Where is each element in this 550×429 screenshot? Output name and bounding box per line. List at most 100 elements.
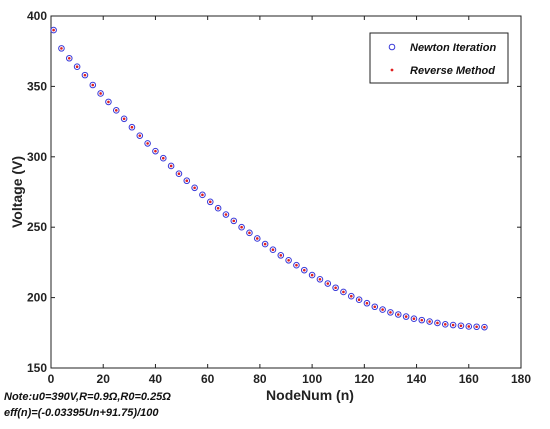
reverse-point <box>381 308 384 311</box>
newton-point <box>136 132 144 139</box>
newton-point <box>402 313 410 320</box>
reverse-point <box>99 92 102 95</box>
reverse-point <box>67 56 71 60</box>
newton-point <box>199 191 206 199</box>
legend-label-reverse: Reverse Method <box>410 65 495 77</box>
newton-point <box>481 323 488 331</box>
reverse-point <box>318 277 322 281</box>
note-line-1: Note:u0=390V,R=0.9Ω,R0=0.25Ω <box>4 391 171 403</box>
newton-point <box>387 309 394 316</box>
newton-point <box>410 315 418 323</box>
reverse-point <box>122 117 126 121</box>
y-tick-label: 200 <box>27 291 47 305</box>
newton-point <box>285 256 292 264</box>
newton-point <box>277 252 285 259</box>
reverse-point <box>146 142 149 145</box>
reverse-point <box>451 323 455 327</box>
reverse-point <box>91 83 95 87</box>
reverse-point <box>467 325 471 328</box>
reverse-point <box>302 268 306 272</box>
newton-point <box>246 229 253 237</box>
y-tick-label: 400 <box>27 9 47 23</box>
reverse-point <box>185 179 189 183</box>
y-tick-label: 250 <box>27 220 47 234</box>
reverse-point <box>287 258 290 262</box>
x-axis-label: NodeNum (n) <box>266 387 354 403</box>
reverse-point <box>161 156 165 160</box>
reverse-point <box>208 200 212 204</box>
newton-point <box>58 45 65 52</box>
x-tick-label: 140 <box>407 372 427 386</box>
reverse-point <box>310 273 314 277</box>
axis-ticks <box>50 15 522 369</box>
note-line-2: eff(n)=(-0.03395Un+91.75)/100 <box>4 407 159 419</box>
data-points <box>50 26 488 331</box>
newton-point <box>112 107 120 114</box>
x-tick-label: 60 <box>201 372 215 386</box>
newton-point <box>144 140 151 147</box>
x-tick-label: 80 <box>253 372 267 386</box>
newton-point <box>65 54 73 62</box>
reverse-point <box>107 100 110 104</box>
reverse-point <box>483 325 486 329</box>
reverse-point <box>349 294 353 298</box>
reverse-point <box>365 301 369 305</box>
newton-point <box>191 184 198 192</box>
reverse-point <box>60 47 63 50</box>
reverse-point <box>154 149 157 153</box>
x-tick-label: 160 <box>459 372 479 386</box>
reverse-point <box>201 193 204 197</box>
reverse-point <box>75 65 79 68</box>
newton-point <box>426 318 433 325</box>
newton-point <box>159 154 167 162</box>
newton-point <box>261 240 269 248</box>
legend: Newton Iteration Reverse Method <box>369 32 509 84</box>
tick-labels: 0 20 40 60 80 100 120 140 160 180 150 200 250 300 350 4… <box>27 9 531 386</box>
newton-point <box>293 261 300 269</box>
reverse-point <box>130 125 134 129</box>
reverse-point <box>389 311 392 314</box>
reverse-point <box>373 305 377 309</box>
newton-point <box>230 217 238 225</box>
newton-point <box>89 81 97 89</box>
reverse-point <box>52 28 55 32</box>
newton-point <box>97 90 104 97</box>
newton-point <box>379 306 386 313</box>
reverse-point <box>443 323 447 326</box>
newton-point <box>238 223 245 231</box>
newton-point <box>363 299 371 307</box>
legend-label-newton: Newton Iteration <box>410 42 496 54</box>
newton-point <box>394 311 402 318</box>
reverse-point <box>420 318 424 322</box>
legend-box <box>369 32 509 84</box>
newton-point <box>81 71 89 79</box>
y-axis-label: Voltage (V) <box>9 156 25 228</box>
newton-point <box>105 98 112 106</box>
reverse-point <box>334 286 337 290</box>
y-tick-label: 300 <box>27 150 47 164</box>
y-tick-label: 150 <box>27 361 47 375</box>
x-tick-label: 120 <box>354 372 374 386</box>
newton-point <box>206 198 214 206</box>
reverse-point <box>138 134 142 137</box>
legend-marker-newton <box>388 43 396 51</box>
x-tick-label: 0 <box>48 372 55 386</box>
newton-point <box>269 246 277 254</box>
newton-point <box>167 162 175 170</box>
x-tick-label: 20 <box>97 372 111 386</box>
newton-point <box>128 123 136 131</box>
reverse-point <box>271 248 275 252</box>
reverse-point <box>216 206 220 210</box>
reverse-point <box>114 109 118 112</box>
reverse-point <box>342 290 345 294</box>
reverse-point <box>295 263 298 267</box>
newton-point <box>457 322 465 330</box>
reverse-point <box>232 219 236 223</box>
newton-point <box>441 321 449 328</box>
newton-point <box>324 280 332 287</box>
newton-point <box>175 170 183 177</box>
newton-point <box>434 319 441 327</box>
newton-point <box>371 303 379 311</box>
newton-point <box>222 211 230 218</box>
reverse-point <box>263 242 267 246</box>
